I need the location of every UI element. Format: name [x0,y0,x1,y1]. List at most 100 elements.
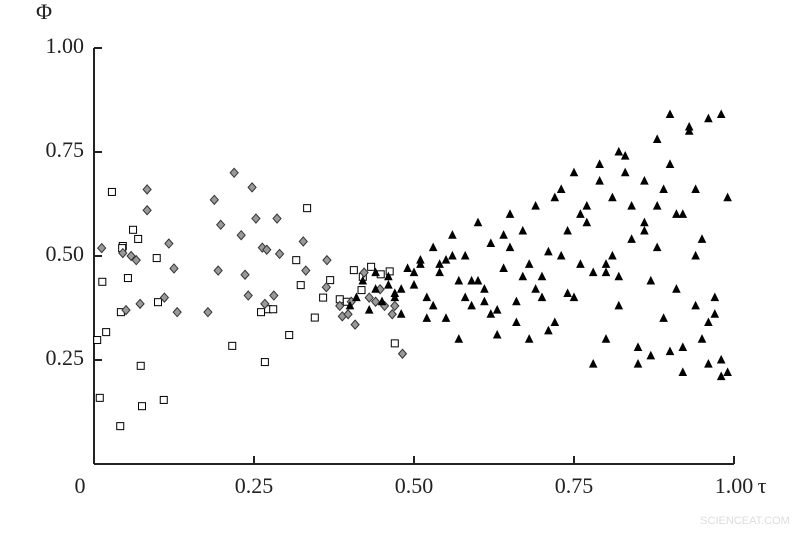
triangle-point [614,146,624,156]
square-point [367,262,376,271]
x-tick-label: 0.25 [235,473,274,498]
y-tick-label: 0.75 [46,137,85,162]
triangle-point [608,192,617,202]
triangle-point [723,367,732,376]
square-point [136,361,145,370]
triangle-point [704,359,713,368]
diamond-point [164,238,174,249]
triangle-point [710,309,720,318]
triangle-point [403,263,412,272]
triangle-point [640,217,649,227]
triangle-point [652,200,662,210]
diamond-point [169,263,179,274]
triangle-point [428,300,438,310]
triangle-point [492,329,502,339]
square-point [228,341,237,350]
triangle-point [499,230,508,239]
triangle-point [608,250,617,260]
triangle-point [358,275,368,285]
triangle-point [716,354,726,364]
watermark: SCIENCEAT.COM [700,515,790,527]
square-point [138,402,146,411]
triangle-point [544,246,553,256]
triangle-point [627,234,636,243]
triangle-point [473,275,483,285]
triangle-point [576,209,585,218]
triangle-point [659,313,668,322]
diamond-point [260,298,270,310]
diamond-point [397,348,408,360]
diamond-point [216,219,226,231]
diamond-point [359,267,369,278]
triangle-point [480,284,489,293]
square-point [159,395,168,404]
triangle-point [377,296,387,306]
triangle-point [684,121,694,131]
triangle-point [505,242,515,252]
triangle-point [563,225,572,235]
diamond-point [209,194,219,206]
triangle-point [652,242,662,252]
square-point [93,336,102,345]
triangle-point [467,275,476,285]
triangle-point [614,271,624,281]
square-point [357,286,366,295]
diamond-point [298,236,308,247]
triangle-point [697,334,707,343]
triangle-point [460,292,470,302]
diamond-point [236,229,246,241]
x-tick-label: 0.50 [395,473,434,498]
square-point [385,267,394,276]
triangle-point [390,292,400,302]
y-tick-label: 1.00 [46,33,85,58]
triangle-point [691,184,700,193]
triangle-point [691,250,700,260]
diamond-point [203,306,213,318]
triangle-point [480,296,489,306]
triangle-point [499,263,508,272]
square-point [129,225,138,234]
triangle-point [640,225,649,235]
triangle-point [512,317,521,327]
diamond-point [301,265,311,276]
triangle-point [352,292,361,302]
diamond-point [142,204,152,216]
triangle-point [563,288,572,297]
triangle-point [569,167,579,177]
triangle-point [614,300,624,310]
triangle-point [454,334,464,343]
triangle-point [582,217,592,227]
diamond-point [118,247,128,259]
triangle-point [512,296,521,306]
triangle-point [595,176,604,185]
triangle-point [422,292,432,302]
triangle-point [665,109,675,119]
triangle-point [441,313,451,322]
triangle-point [505,209,515,218]
triangle-point [409,267,419,277]
y-tick-label: 0.50 [46,241,85,266]
triangle-point [665,346,675,356]
triangle-point [640,176,649,185]
triangle-point [601,267,611,277]
square-point [319,293,328,302]
square-point [296,281,305,290]
square-point [260,358,269,367]
triangle-point [704,317,713,327]
triangle-point [716,371,726,381]
diamond-point [390,300,400,312]
diamond-point [126,250,136,262]
diamond-point [251,213,261,224]
triangle-point [518,271,528,281]
diamond-point [387,308,397,320]
square-point [102,328,111,337]
triangle-point [601,334,611,343]
diamond-point [350,319,360,330]
triangle-point [595,159,604,168]
triangle-point [633,342,643,352]
diamond-point [335,300,345,312]
triangle-point [620,151,630,160]
triangle-point [531,284,540,293]
triangle-point [448,250,457,260]
